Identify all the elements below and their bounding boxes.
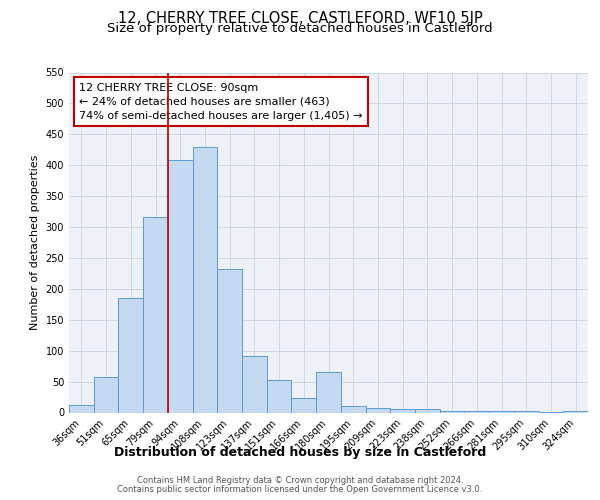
Text: 12, CHERRY TREE CLOSE, CASTLEFORD, WF10 5JP: 12, CHERRY TREE CLOSE, CASTLEFORD, WF10 …: [118, 11, 482, 26]
Bar: [341, 406, 365, 412]
Bar: [415, 410, 440, 412]
Bar: [365, 408, 390, 412]
Text: 12 CHERRY TREE CLOSE: 90sqm
← 24% of detached houses are smaller (463)
74% of se: 12 CHERRY TREE CLOSE: 90sqm ← 24% of det…: [79, 82, 363, 120]
Bar: [464, 410, 489, 412]
Text: Contains HM Land Registry data © Crown copyright and database right 2024.: Contains HM Land Registry data © Crown c…: [137, 476, 463, 485]
Text: Contains public sector information licensed under the Open Government Licence v3: Contains public sector information licen…: [118, 485, 482, 494]
Bar: [390, 410, 415, 412]
Bar: [292, 398, 316, 412]
Bar: [267, 380, 292, 412]
Bar: [143, 217, 168, 412]
Bar: [69, 405, 94, 412]
Bar: [94, 376, 118, 412]
Text: Distribution of detached houses by size in Castleford: Distribution of detached houses by size …: [114, 446, 486, 459]
Bar: [242, 356, 267, 412]
Bar: [193, 146, 217, 412]
Bar: [489, 410, 514, 412]
Y-axis label: Number of detached properties: Number of detached properties: [30, 155, 40, 330]
Bar: [316, 372, 341, 412]
Bar: [217, 269, 242, 412]
Bar: [168, 160, 193, 412]
Bar: [563, 410, 588, 412]
Bar: [118, 298, 143, 412]
Bar: [440, 410, 464, 412]
Text: Size of property relative to detached houses in Castleford: Size of property relative to detached ho…: [107, 22, 493, 35]
